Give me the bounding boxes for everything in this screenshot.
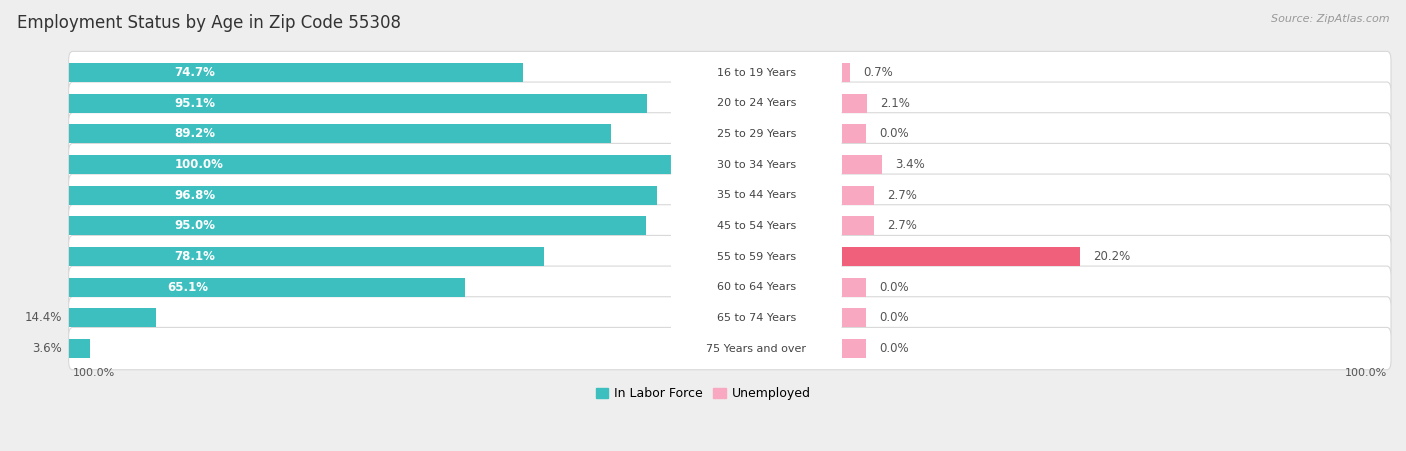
Bar	[69, 155, 676, 174]
Text: 100.0%: 100.0%	[1344, 368, 1388, 377]
Text: 3.6%: 3.6%	[32, 342, 62, 355]
FancyBboxPatch shape	[671, 304, 842, 331]
FancyBboxPatch shape	[69, 51, 1391, 94]
Bar	[69, 186, 658, 205]
Bar	[69, 278, 464, 297]
FancyBboxPatch shape	[69, 113, 1391, 155]
Bar	[842, 63, 851, 82]
Text: 89.2%: 89.2%	[174, 127, 215, 140]
Text: 60 to 64 Years: 60 to 64 Years	[717, 282, 796, 292]
FancyBboxPatch shape	[671, 151, 842, 178]
Text: 74.7%: 74.7%	[174, 66, 215, 79]
Bar	[842, 94, 868, 113]
Text: 30 to 34 Years: 30 to 34 Years	[717, 160, 796, 170]
Bar	[69, 308, 156, 327]
Bar	[69, 94, 647, 113]
Bar	[842, 124, 866, 143]
Text: 55 to 59 Years: 55 to 59 Years	[717, 252, 796, 262]
Text: 95.0%: 95.0%	[174, 219, 215, 232]
FancyBboxPatch shape	[671, 181, 842, 209]
Text: 3.4%: 3.4%	[896, 158, 925, 171]
FancyBboxPatch shape	[69, 297, 1391, 339]
Bar	[842, 155, 883, 174]
Text: 0.7%: 0.7%	[863, 66, 893, 79]
Bar	[842, 278, 866, 297]
Legend: In Labor Force, Unemployed: In Labor Force, Unemployed	[591, 382, 815, 405]
Text: 0.0%: 0.0%	[879, 281, 908, 294]
FancyBboxPatch shape	[69, 235, 1391, 278]
Bar	[69, 124, 612, 143]
FancyBboxPatch shape	[671, 243, 842, 270]
FancyBboxPatch shape	[69, 266, 1391, 308]
FancyBboxPatch shape	[69, 82, 1391, 124]
Text: 95.1%: 95.1%	[174, 97, 215, 110]
Bar	[842, 308, 866, 327]
Text: 65.1%: 65.1%	[167, 281, 208, 294]
Text: 2.7%: 2.7%	[887, 189, 917, 202]
FancyBboxPatch shape	[69, 327, 1391, 370]
Bar	[842, 247, 1080, 266]
Text: 2.7%: 2.7%	[887, 219, 917, 232]
Text: 2.1%: 2.1%	[880, 97, 910, 110]
Text: 96.8%: 96.8%	[174, 189, 215, 202]
Text: 20.2%: 20.2%	[1094, 250, 1130, 263]
Bar	[69, 63, 523, 82]
Text: 0.0%: 0.0%	[879, 127, 908, 140]
Bar	[842, 339, 866, 358]
Text: 35 to 44 Years: 35 to 44 Years	[717, 190, 796, 200]
FancyBboxPatch shape	[671, 89, 842, 117]
Text: 14.4%: 14.4%	[25, 311, 62, 324]
Text: 16 to 19 Years: 16 to 19 Years	[717, 68, 796, 78]
Text: 78.1%: 78.1%	[174, 250, 215, 263]
Bar	[69, 339, 90, 358]
FancyBboxPatch shape	[69, 143, 1391, 186]
Text: Employment Status by Age in Zip Code 55308: Employment Status by Age in Zip Code 553…	[17, 14, 401, 32]
Text: 0.0%: 0.0%	[879, 311, 908, 324]
Bar	[69, 216, 647, 235]
Bar	[69, 247, 544, 266]
FancyBboxPatch shape	[671, 59, 842, 86]
Text: 25 to 29 Years: 25 to 29 Years	[717, 129, 796, 139]
Text: 100.0%: 100.0%	[174, 158, 224, 171]
FancyBboxPatch shape	[671, 120, 842, 147]
FancyBboxPatch shape	[671, 212, 842, 239]
Text: Source: ZipAtlas.com: Source: ZipAtlas.com	[1271, 14, 1389, 23]
Text: 45 to 54 Years: 45 to 54 Years	[717, 221, 796, 231]
Text: 0.0%: 0.0%	[879, 342, 908, 355]
FancyBboxPatch shape	[671, 273, 842, 301]
Text: 65 to 74 Years: 65 to 74 Years	[717, 313, 796, 323]
Bar	[842, 186, 875, 205]
FancyBboxPatch shape	[69, 174, 1391, 216]
Text: 20 to 24 Years: 20 to 24 Years	[717, 98, 796, 108]
Text: 100.0%: 100.0%	[73, 368, 115, 377]
Bar	[842, 216, 875, 235]
FancyBboxPatch shape	[69, 205, 1391, 247]
FancyBboxPatch shape	[671, 335, 842, 362]
Text: 75 Years and over: 75 Years and over	[706, 344, 806, 354]
